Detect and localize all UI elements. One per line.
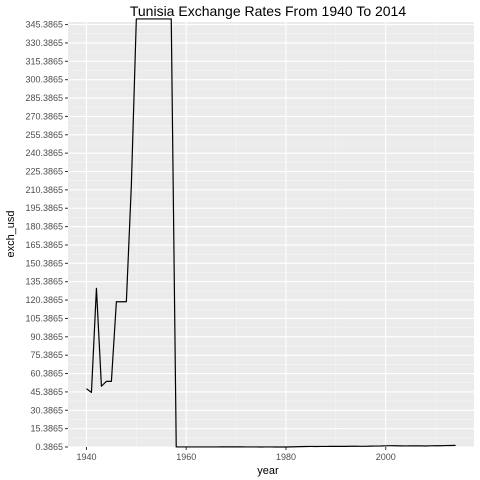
grid — [68, 22, 474, 448]
y-tick-label: 150.3865 — [25, 258, 63, 268]
y-axis-label: exch_usd — [5, 210, 17, 257]
y-tick-label: 330.3865 — [25, 38, 63, 48]
x-tick-label: 1940 — [76, 452, 96, 462]
y-tick-label: 285.3865 — [25, 93, 63, 103]
y-tick-label: 210.3865 — [25, 185, 63, 195]
x-axis: 1940 1960 1980 2000 — [76, 447, 396, 462]
plot-panel — [68, 22, 474, 447]
y-tick-label: 135.3865 — [25, 277, 63, 287]
x-tick-label: 2000 — [376, 452, 396, 462]
series-layer — [86, 18, 456, 448]
y-tick-label: 240.3865 — [25, 148, 63, 158]
x-tick-label: 1980 — [276, 452, 296, 462]
y-tick-label: 120.3865 — [25, 295, 63, 305]
y-tick-label: 90.3865 — [30, 332, 63, 342]
y-tick-label: 45.3865 — [30, 387, 63, 397]
y-axis: 0.3865 15.3865 30.3865 45.3865 60.3865 75.386… — [25, 20, 68, 452]
x-axis-label: year — [257, 465, 279, 477]
y-tick-label: 30.3865 — [30, 405, 63, 415]
y-tick-label: 15.3865 — [30, 424, 63, 434]
y-tick-label: 75.3865 — [30, 350, 63, 360]
y-tick-label: 0.3865 — [35, 442, 63, 452]
x-tick-label: 1960 — [176, 452, 196, 462]
y-tick-label: 195.3865 — [25, 203, 63, 213]
y-tick-label: 105.3865 — [25, 313, 63, 323]
y-tick-label: 300.3865 — [25, 75, 63, 85]
y-tick-label: 255.3865 — [25, 130, 63, 140]
y-tick-label: 165.3865 — [25, 240, 63, 250]
y-tick-label: 345.3865 — [25, 20, 63, 30]
y-tick-label: 60.3865 — [30, 369, 63, 379]
chart-title: Tunisia Exchange Rates From 1940 To 2014 — [130, 3, 406, 19]
series-line — [86, 18, 456, 448]
y-tick-label: 315.3865 — [25, 56, 63, 66]
y-tick-label: 225.3865 — [25, 167, 63, 177]
y-tick-label: 180.3865 — [25, 222, 63, 232]
y-tick-label: 270.3865 — [25, 111, 63, 121]
